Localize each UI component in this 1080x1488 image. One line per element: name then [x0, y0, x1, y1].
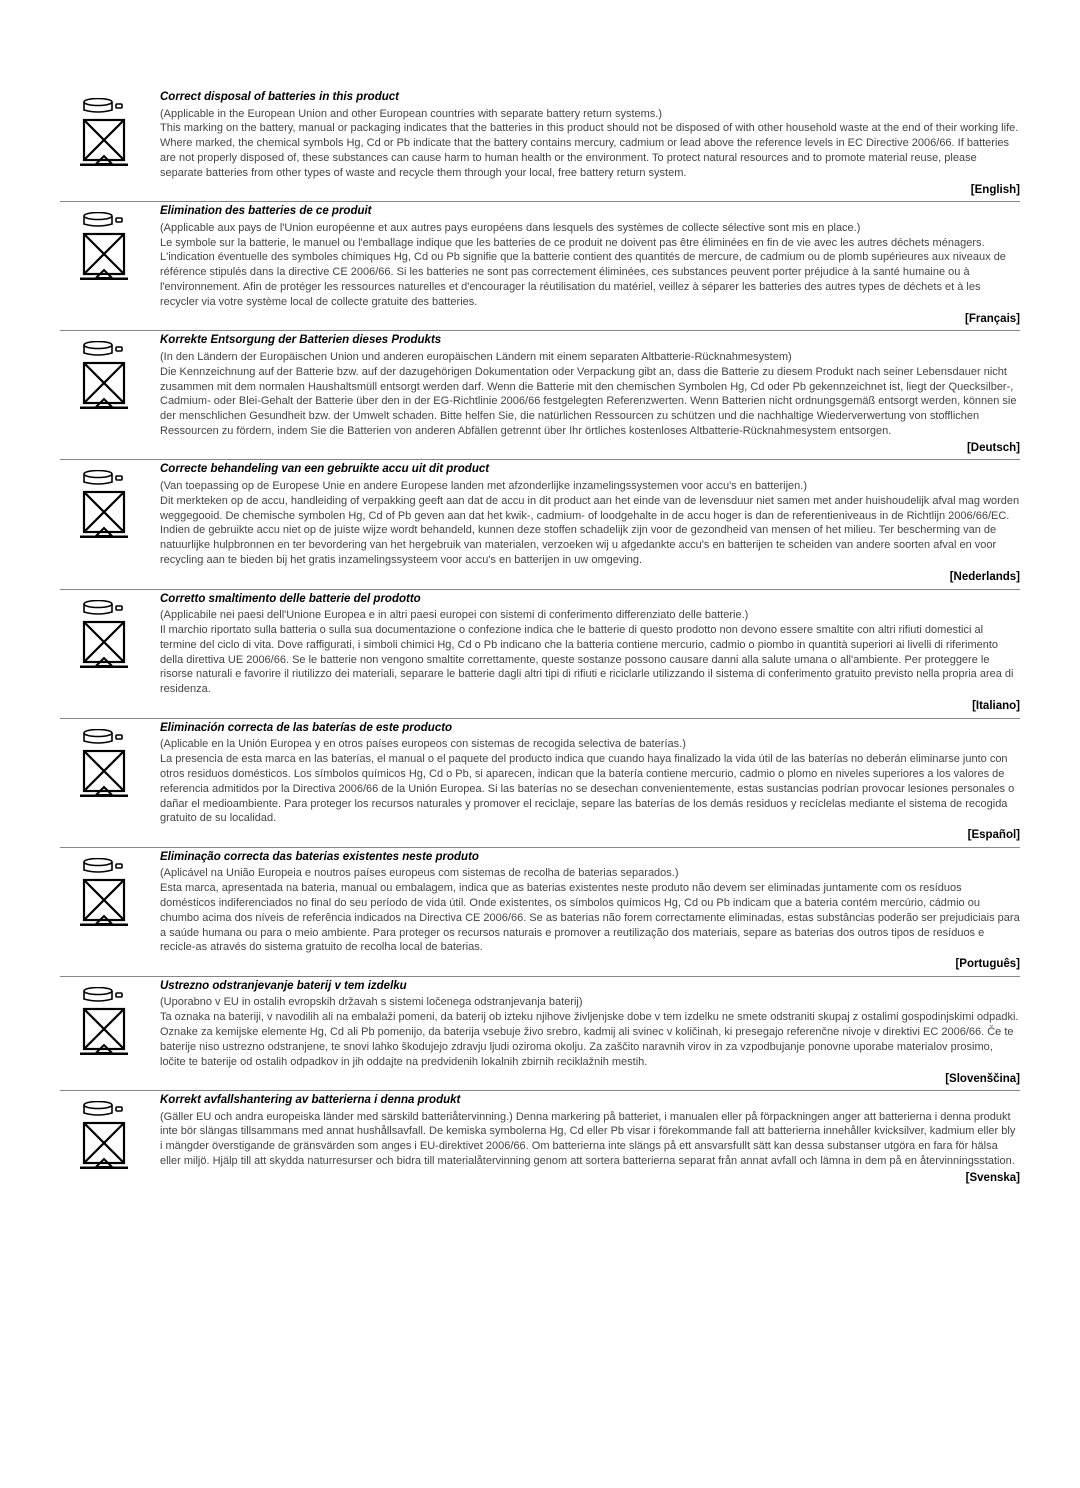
battery-disposal-icon — [74, 470, 134, 538]
content-cell: Correct disposal of batteries in this pr… — [160, 90, 1020, 198]
section-body: (Applicable aux pays de l'Union européen… — [160, 221, 1020, 310]
battery-disposal-icon — [74, 858, 134, 926]
section-body-text: This marking on the battery, manual or p… — [160, 122, 1018, 179]
section-subtitle: (Applicabile nei paesi dell'Unione Europ… — [160, 609, 748, 621]
disposal-section: Eliminación correcta de las baterías de … — [60, 721, 1020, 848]
icon-cell — [60, 204, 160, 327]
section-body-text: Il marchio riportato sulla batteria o su… — [160, 624, 1013, 695]
content-cell: Ustrezno odstranjevanje baterij v tem iz… — [160, 979, 1020, 1087]
section-title: Elimination des batteries de ce produit — [160, 204, 1020, 220]
language-label: [Deutsch] — [160, 441, 1020, 457]
section-body-text: La presencia de esta marca en las baterí… — [160, 753, 1014, 824]
section-body: (Aplicable en la Unión Europea y en otro… — [160, 737, 1020, 826]
section-body: (In den Ländern der Europäischen Union u… — [160, 350, 1020, 439]
section-body: (Applicabile nei paesi dell'Unione Europ… — [160, 608, 1020, 697]
section-body-text: Ta oznaka na bateriji, v navodilih ali n… — [160, 1011, 1018, 1068]
battery-disposal-icon — [74, 729, 134, 797]
disposal-section: Correct disposal of batteries in this pr… — [60, 90, 1020, 202]
language-label: [Nederlands] — [160, 570, 1020, 586]
section-title: Eliminação correcta das baterias existen… — [160, 850, 1020, 866]
content-cell: Korrekt avfallshantering av batterierna … — [160, 1093, 1020, 1186]
section-body-text: Dit merkteken op de accu, handleiding of… — [160, 495, 1019, 566]
section-body: (Aplicável na União Europeia e noutros p… — [160, 866, 1020, 955]
battery-disposal-icon — [74, 98, 134, 166]
section-body: (Applicable in the European Union and ot… — [160, 107, 1020, 181]
language-label: [English] — [160, 183, 1020, 199]
content-cell: Elimination des batteries de ce produit (… — [160, 204, 1020, 327]
section-title: Corretto smaltimento delle batterie del … — [160, 592, 1020, 608]
section-title: Korrekt avfallshantering av batterierna … — [160, 1093, 1020, 1109]
language-label: [Italiano] — [160, 699, 1020, 715]
icon-cell — [60, 979, 160, 1087]
section-body: (Uporabno v EU in ostalih evropskih drža… — [160, 995, 1020, 1069]
content-cell: Eliminação correcta das baterias existen… — [160, 850, 1020, 973]
icon-cell — [60, 462, 160, 585]
icon-cell — [60, 592, 160, 715]
battery-disposal-icon — [74, 1101, 134, 1169]
icon-cell — [60, 90, 160, 198]
disposal-section: Corretto smaltimento delle batterie del … — [60, 592, 1020, 719]
section-body: (Gäller EU och andra europeiska länder m… — [160, 1110, 1020, 1169]
disposal-section: Korrekt avfallshantering av batterierna … — [60, 1093, 1020, 1189]
content-cell: Eliminación correcta de las baterías de … — [160, 721, 1020, 844]
section-body-text: Esta marca, apresentada na bateria, manu… — [160, 882, 1020, 953]
section-subtitle: (Uporabno v EU in ostalih evropskih drža… — [160, 996, 583, 1008]
section-body: (Van toepassing op de Europese Unie en a… — [160, 479, 1020, 568]
content-cell: Correcte behandeling van een gebruikte a… — [160, 462, 1020, 585]
content-cell: Corretto smaltimento delle batterie del … — [160, 592, 1020, 715]
language-label: [Español] — [160, 828, 1020, 844]
language-label: [Português] — [160, 957, 1020, 973]
icon-cell — [60, 850, 160, 973]
section-title: Correcte behandeling van een gebruikte a… — [160, 462, 1020, 478]
section-subtitle: (Applicable in the European Union and ot… — [160, 108, 662, 120]
section-body-text: Die Kennzeichnung auf der Batterie bzw. … — [160, 366, 1016, 437]
section-body-text: Le symbole sur la batterie, le manuel ou… — [160, 237, 1006, 308]
section-subtitle: (Aplicable en la Unión Europea y en otro… — [160, 738, 686, 750]
disposal-section: Eliminação correcta das baterias existen… — [60, 850, 1020, 977]
disposal-section: Ustrezno odstranjevanje baterij v tem iz… — [60, 979, 1020, 1091]
language-label: [Français] — [160, 312, 1020, 328]
section-body-text: (Gäller EU och andra europeiska länder m… — [160, 1111, 1015, 1168]
battery-disposal-icon — [74, 212, 134, 280]
section-title: Korrekte Entsorgung der Batterien dieses… — [160, 333, 1020, 349]
section-subtitle: (Van toepassing op de Europese Unie en a… — [160, 480, 807, 492]
language-label: [Svenska] — [160, 1171, 1020, 1187]
icon-cell — [60, 1093, 160, 1186]
section-subtitle: (Aplicável na União Europeia e noutros p… — [160, 867, 679, 879]
content-cell: Korrekte Entsorgung der Batterien dieses… — [160, 333, 1020, 456]
battery-disposal-icon — [74, 341, 134, 409]
battery-disposal-icon — [74, 987, 134, 1055]
section-subtitle: (Applicable aux pays de l'Union européen… — [160, 222, 860, 234]
disposal-section: Correcte behandeling van een gebruikte a… — [60, 462, 1020, 589]
section-subtitle: (In den Ländern der Europäischen Union u… — [160, 351, 792, 363]
disposal-section: Korrekte Entsorgung der Batterien dieses… — [60, 333, 1020, 460]
battery-disposal-icon — [74, 600, 134, 668]
section-title: Ustrezno odstranjevanje baterij v tem iz… — [160, 979, 1020, 995]
section-title: Correct disposal of batteries in this pr… — [160, 90, 1020, 106]
language-label: [Slovenščina] — [160, 1072, 1020, 1088]
icon-cell — [60, 721, 160, 844]
icon-cell — [60, 333, 160, 456]
section-title: Eliminación correcta de las baterías de … — [160, 721, 1020, 737]
disposal-section: Elimination des batteries de ce produit (… — [60, 204, 1020, 331]
